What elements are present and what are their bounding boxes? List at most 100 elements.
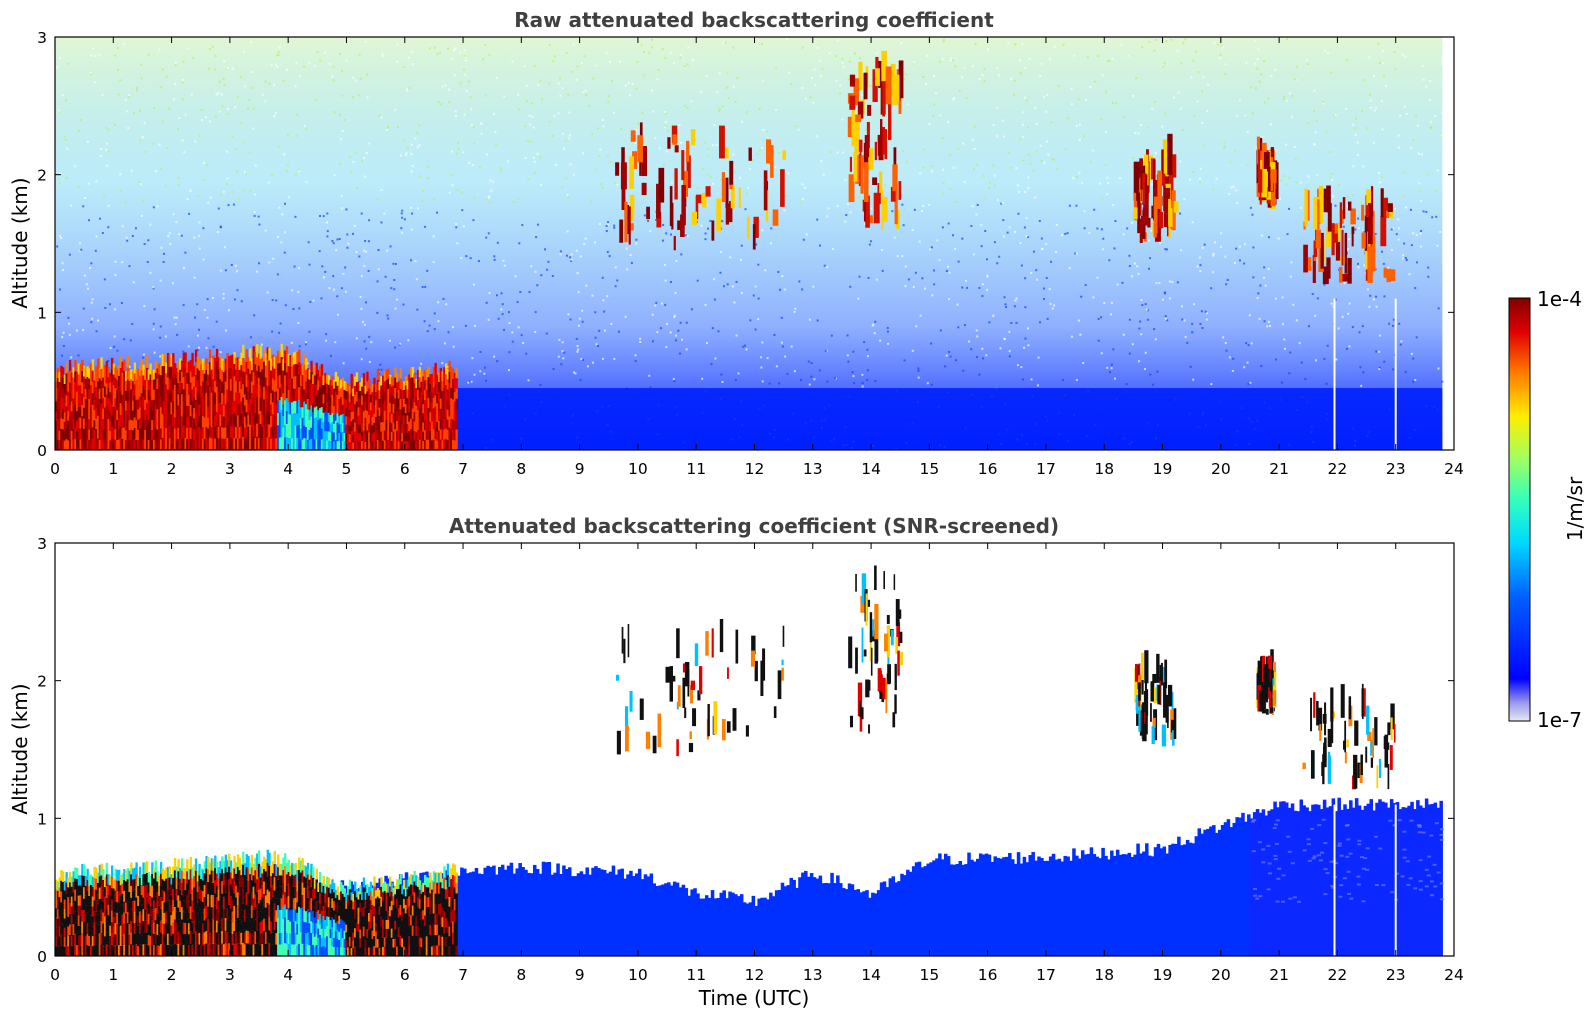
raw-noise-speck: [332, 65, 335, 68]
raw-noise-speck: [851, 371, 854, 374]
raw-noise-speck: [1097, 317, 1100, 320]
raw-cloud-streak: [1367, 246, 1373, 284]
raw-noise-speck: [835, 79, 838, 82]
raw-boundary-layer-cell: [67, 420, 70, 431]
raw-noise-speck: [1075, 176, 1078, 179]
raw-noise-speck: [743, 344, 746, 347]
raw-noise-speck: [768, 382, 771, 385]
raw-noise-speck: [480, 132, 483, 135]
raw-noise-speck: [1022, 111, 1025, 114]
raw-noise-speck: [590, 200, 593, 203]
raw-boundary-layer-cell: [221, 427, 224, 439]
raw-boundary-layer-cell: [345, 390, 348, 400]
raw-boundary-layer-cell: [284, 375, 287, 388]
raw-cloud-streak: [854, 114, 860, 155]
raw-boundary-layer-cell: [371, 433, 374, 442]
raw-boundary-layer-cell: [145, 426, 149, 439]
raw-boundary-layer-cell: [189, 405, 193, 417]
screened-signal-column: [521, 867, 525, 956]
raw-cloud-streak: [858, 61, 863, 91]
raw-noise-speck: [194, 140, 197, 143]
x-tick-label: 11: [686, 460, 706, 478]
raw-boundary-layer-cell: [217, 392, 220, 404]
raw-boundary-layer-cell: [373, 386, 376, 396]
raw-noise-speck: [1375, 305, 1378, 308]
raw-noise-speck: [720, 178, 723, 181]
raw-boundary-layer-cell: [126, 355, 130, 368]
raw-boundary-layer-cell: [432, 439, 436, 450]
raw-boundary-layer-cell: [423, 440, 427, 450]
raw-cloud-streak: [863, 193, 866, 222]
raw-noise-speck: [465, 89, 468, 92]
raw-boundary-layer-cell: [252, 424, 255, 438]
raw-boundary-layer-cell: [82, 439, 86, 450]
raw-boundary-layer-cell: [235, 438, 238, 450]
raw-boundary-layer-cell: [207, 374, 210, 386]
raw-boundary-layer-cell: [415, 387, 418, 397]
raw-boundary-layer-cell: [432, 366, 436, 378]
raw-noise-speck: [949, 188, 952, 191]
raw-noise-speck: [961, 237, 964, 240]
raw-noise-speck: [158, 143, 161, 146]
raw-boundary-layer-cell: [382, 403, 385, 413]
raw-boundary-layer-cell: [194, 349, 198, 363]
raw-boundary-layer-cell: [317, 390, 320, 401]
raw-boundary-layer-cell: [121, 383, 124, 395]
raw-noise-speck: [427, 165, 430, 168]
raw-noise-speck: [1405, 206, 1408, 209]
raw-noise-speck: [472, 283, 475, 286]
raw-boundary-layer-cell: [159, 407, 163, 418]
raw-cloud-streak: [1323, 188, 1327, 213]
raw-noise-speck: [567, 196, 570, 199]
raw-boundary-layer-cell: [448, 416, 451, 428]
raw-noise-speck: [1430, 127, 1433, 130]
raw-boundary-layer-cell: [81, 427, 84, 439]
raw-boundary-layer-cell: [294, 351, 297, 364]
raw-boundary-layer-cell: [79, 385, 82, 397]
raw-boundary-layer-cell: [429, 431, 432, 441]
raw-boundary-layer-cell: [233, 364, 236, 377]
x-tick-label: 5: [342, 460, 352, 478]
raw-noise-speck: [370, 341, 373, 344]
raw-noise-speck: [616, 279, 619, 282]
raw-boundary-layer-cell: [138, 418, 142, 429]
raw-noise-speck: [1248, 314, 1251, 317]
raw-boundary-layer-cell: [114, 388, 117, 399]
raw-boundary-layer-cell: [292, 364, 296, 377]
raw-noise-speck: [1249, 206, 1252, 209]
raw-noise-speck: [1024, 66, 1027, 69]
raw-noise-speck: [1380, 175, 1383, 178]
raw-boundary-layer-cell: [249, 386, 252, 400]
raw-boundary-layer-cell: [317, 380, 320, 391]
raw-noise-speck: [1296, 65, 1299, 68]
raw-noise-speck: [968, 340, 971, 343]
raw-noise-speck: [1072, 177, 1075, 180]
raw-boundary-layer-cell: [152, 429, 156, 440]
raw-boundary-layer-cell: [250, 392, 254, 405]
raw-noise-speck: [1275, 358, 1278, 361]
raw-boundary-layer-cell: [166, 413, 170, 426]
raw-noise-speck: [1415, 336, 1418, 339]
raw-boundary-layer-cell: [392, 385, 395, 395]
raw-noise-speck: [488, 195, 491, 198]
raw-boundary-layer-cell: [131, 371, 135, 381]
raw-noise-speck: [1040, 62, 1043, 65]
raw-boundary-layer-cell: [315, 417, 318, 429]
raw-boundary-layer-cell: [347, 383, 350, 392]
raw-noise-speck: [533, 65, 536, 68]
raw-boundary-layer-cell: [156, 388, 159, 400]
raw-boundary-layer-cell: [186, 361, 189, 373]
raw-boundary-layer-cell: [389, 393, 392, 404]
raw-noise-speck: [1377, 42, 1380, 45]
raw-noise-speck: [948, 271, 951, 274]
raw-boundary-layer-cell: [383, 400, 387, 411]
raw-noise-speck: [94, 249, 97, 252]
raw-noise-speck: [456, 188, 459, 191]
raw-cloud-streak: [867, 104, 872, 116]
raw-noise-speck: [463, 49, 466, 52]
raw-noise-speck: [500, 292, 503, 295]
raw-boundary-layer-cell: [451, 429, 455, 440]
raw-noise-speck: [363, 157, 366, 160]
raw-noise-speck: [464, 324, 467, 327]
raw-noise-speck: [1224, 255, 1227, 258]
